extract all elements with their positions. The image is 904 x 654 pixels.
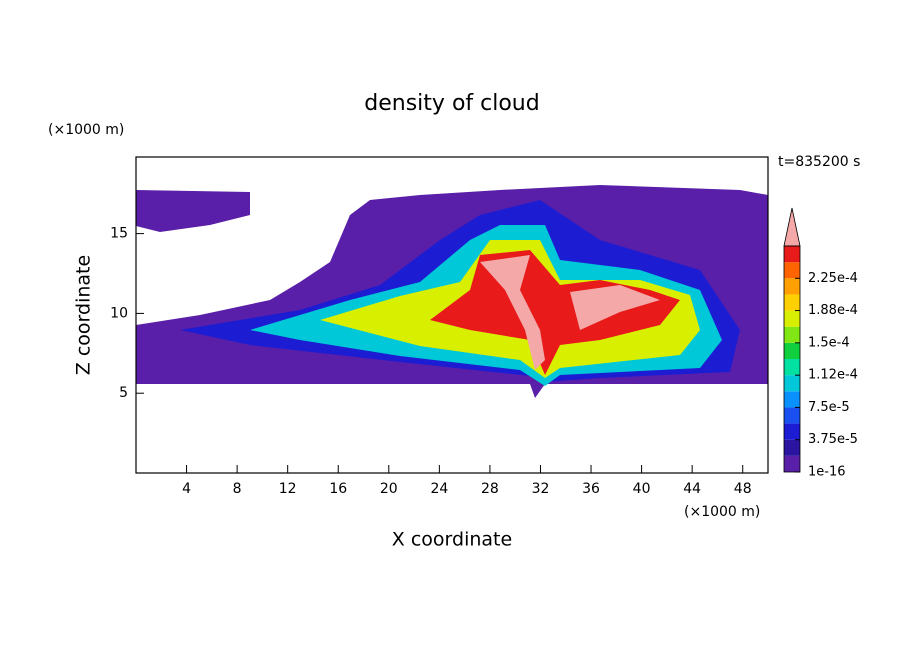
colorbar-band (784, 310, 800, 327)
time-annotation: t=835200 s (778, 154, 860, 170)
cloud-layer (136, 190, 250, 232)
chart-title: density of cloud (364, 91, 539, 116)
colorbar-tick-label: 1.12e-4 (808, 368, 858, 383)
colorbar-band (784, 407, 800, 424)
y-tick-label: 15 (110, 226, 128, 242)
colorbar-band (784, 455, 800, 472)
plot-frame (135, 156, 769, 474)
x-tick-label: 8 (233, 481, 242, 497)
colorbar-band (784, 439, 800, 456)
y-tick-label: 10 (110, 305, 128, 321)
y-axis-label: Z coordinate (73, 255, 95, 375)
colorbar-tick-label: 1.88e-4 (808, 303, 858, 318)
colorbar-band (784, 246, 800, 263)
x-tick-label: 4 (182, 481, 191, 497)
y-tick-label: 5 (119, 385, 128, 401)
colorbar-band (784, 278, 800, 295)
x-tick-label: 28 (481, 481, 499, 497)
colorbar-band (784, 423, 800, 440)
colorbar-tick-label: 1.5e-4 (808, 335, 850, 350)
colorbar-band (784, 262, 800, 279)
colorbar-tick-label: 7.5e-5 (808, 400, 850, 415)
x-unit: (×1000 m) (684, 504, 760, 520)
x-tick-label: 20 (380, 481, 398, 497)
x-tick-label: 44 (683, 481, 701, 497)
colorbar-band (784, 342, 800, 359)
x-tick-label: 32 (532, 481, 550, 497)
colorbar-band (784, 294, 800, 311)
x-tick-label: 12 (279, 481, 297, 497)
colorbar-band (784, 375, 800, 392)
x-tick-label: 36 (582, 481, 600, 497)
colorbar-band (784, 359, 800, 376)
colorbar-tick-label: 3.75e-5 (808, 432, 858, 447)
cloud-layer (430, 250, 680, 375)
x-tick-label: 24 (430, 481, 448, 497)
colorbar-band (784, 391, 800, 408)
cloud-layer (480, 255, 660, 370)
x-axis-label: X coordinate (392, 529, 512, 551)
x-tick-label: 16 (329, 481, 347, 497)
colorbar-tick-label: 1e-16 (808, 465, 846, 480)
x-tick-label: 48 (734, 481, 752, 497)
colorbar-band (784, 326, 800, 343)
y-unit: (×1000 m) (48, 122, 124, 138)
x-tick-label: 40 (633, 481, 651, 497)
cloud-field (136, 185, 768, 398)
colorbar-frame (783, 245, 801, 473)
colorbar-tick-label: 2.25e-4 (808, 271, 858, 286)
